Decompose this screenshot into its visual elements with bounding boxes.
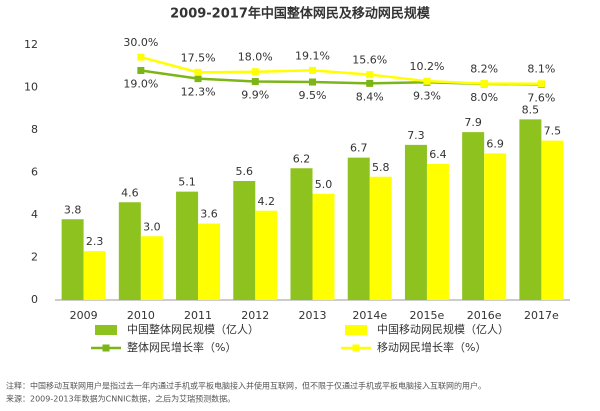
y-tick-label: 10 xyxy=(24,81,38,94)
line-marker xyxy=(194,75,202,83)
data-label: 7.5 xyxy=(544,125,562,138)
data-label: 2.3 xyxy=(86,235,104,248)
bar xyxy=(312,193,335,300)
data-label: 7.6% xyxy=(527,91,555,104)
line-marker xyxy=(309,78,316,86)
bar xyxy=(255,210,278,300)
bar xyxy=(198,223,221,300)
data-label: 6.9 xyxy=(486,137,504,150)
y-tick-label: 4 xyxy=(31,208,38,221)
data-label: 4.2 xyxy=(258,195,276,208)
data-label: 12.3% xyxy=(181,86,216,99)
bar xyxy=(541,140,564,300)
data-label: 17.5% xyxy=(181,51,216,64)
data-label: 7.9 xyxy=(464,116,482,129)
data-label: 19.0% xyxy=(123,78,158,91)
bar xyxy=(118,202,141,300)
x-tick-label: 2016e xyxy=(467,309,502,322)
data-label: 9.3% xyxy=(413,89,441,102)
data-label: 30.0% xyxy=(123,36,158,49)
line-marker xyxy=(423,77,431,85)
bar xyxy=(61,219,84,300)
legend-swatch xyxy=(95,325,117,335)
data-label: 8.1% xyxy=(527,63,555,76)
legend-label: 中国移动网民规模（亿人） xyxy=(377,322,509,336)
bar xyxy=(369,176,392,300)
line-marker xyxy=(137,53,145,61)
bar xyxy=(462,132,485,300)
bar xyxy=(140,236,163,300)
line-marker xyxy=(366,79,374,87)
line-marker xyxy=(251,78,259,86)
line-marker xyxy=(251,68,259,76)
legend-swatch xyxy=(352,344,360,352)
bar xyxy=(233,181,256,300)
note: 注释：中国移动互联网用户是指过去一年内通过手机或平板电脑接入并使用互联网，但不限… xyxy=(6,381,486,391)
bar xyxy=(426,164,449,300)
data-label: 3.6 xyxy=(200,208,218,221)
legend-swatch xyxy=(345,325,367,335)
data-label: 19.1% xyxy=(295,49,330,62)
line-marker xyxy=(537,80,545,88)
y-tick-label: 8 xyxy=(31,123,38,136)
line-marker xyxy=(137,67,145,74)
x-tick-label: 2014e xyxy=(352,309,387,322)
line-marker xyxy=(366,71,374,79)
line-marker xyxy=(480,80,488,88)
data-label: 4.6 xyxy=(121,186,139,199)
legend-label: 中国整体网民规模（亿人） xyxy=(127,322,259,336)
bar xyxy=(347,157,370,300)
data-label: 7.3 xyxy=(407,129,425,142)
data-label: 9.9% xyxy=(241,89,269,102)
x-tick-label: 2010 xyxy=(127,309,155,322)
data-label: 8.2% xyxy=(470,63,498,76)
y-tick-label: 0 xyxy=(31,293,38,306)
y-tick-label: 12 xyxy=(24,38,38,51)
bar xyxy=(519,119,542,300)
data-label: 8.5 xyxy=(522,103,540,116)
bar xyxy=(83,251,106,300)
x-tick-label: 2013 xyxy=(299,309,327,322)
x-tick-label: 2012 xyxy=(241,309,269,322)
chart-title: 2009-2017年中国整体网民及移动网民规模 xyxy=(170,6,431,22)
data-label: 9.5% xyxy=(299,89,327,102)
data-label: 18.0% xyxy=(238,51,273,64)
legend-label: 整体网民增长率（%） xyxy=(127,340,236,354)
bar xyxy=(404,144,427,300)
line xyxy=(140,55,542,85)
data-label: 3.0 xyxy=(143,220,161,233)
bar xyxy=(176,191,199,300)
data-label: 15.6% xyxy=(352,54,387,67)
data-label: 8.0% xyxy=(470,91,498,104)
data-label: 6.7 xyxy=(350,142,368,155)
legend-swatch xyxy=(102,344,110,352)
x-tick-label: 2009 xyxy=(70,309,98,322)
data-label: 5.8 xyxy=(372,161,390,174)
data-label: 6.2 xyxy=(293,152,311,165)
line-marker xyxy=(194,68,202,76)
legend-label: 移动网民增长率（%） xyxy=(377,340,486,354)
y-tick-label: 6 xyxy=(31,166,38,179)
data-label: 5.1 xyxy=(178,176,196,189)
data-label: 3.8 xyxy=(64,203,82,216)
data-label: 5.0 xyxy=(315,178,333,191)
data-label: 5.6 xyxy=(236,165,254,178)
bar xyxy=(484,153,507,300)
line-marker xyxy=(309,66,316,74)
x-tick-label: 2017e xyxy=(524,309,559,322)
note: 来源：2009-2013年数据为CNNIC数据，之后为艾瑞预测数据。 xyxy=(6,394,235,404)
data-label: 6.4 xyxy=(429,148,447,161)
bar xyxy=(290,168,313,300)
data-label: 10.2% xyxy=(409,60,444,73)
x-tick-label: 2015e xyxy=(410,309,445,322)
data-label: 8.4% xyxy=(356,90,384,103)
y-tick-label: 2 xyxy=(31,251,38,264)
x-tick-label: 2011 xyxy=(184,309,212,322)
